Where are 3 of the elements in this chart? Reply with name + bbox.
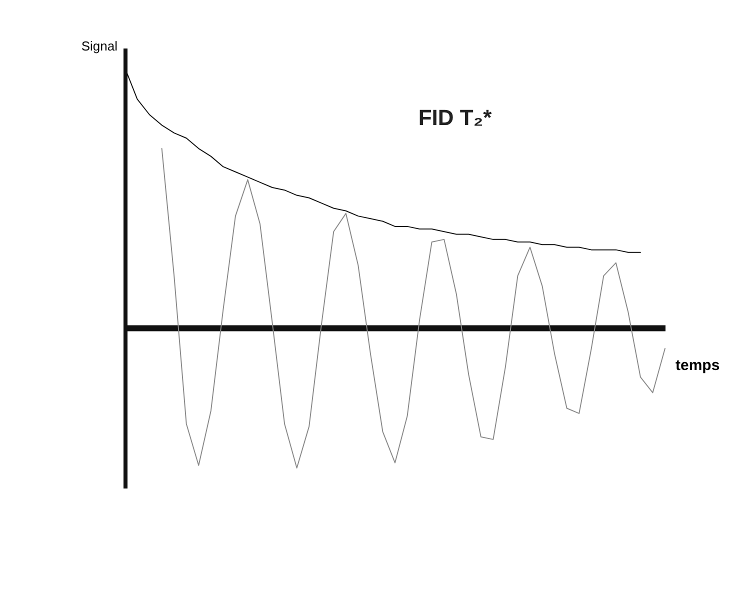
x-axis-title: temps [676,357,720,374]
y-axis-title: Signal [81,38,118,54]
text: FID T₂* [418,105,492,130]
